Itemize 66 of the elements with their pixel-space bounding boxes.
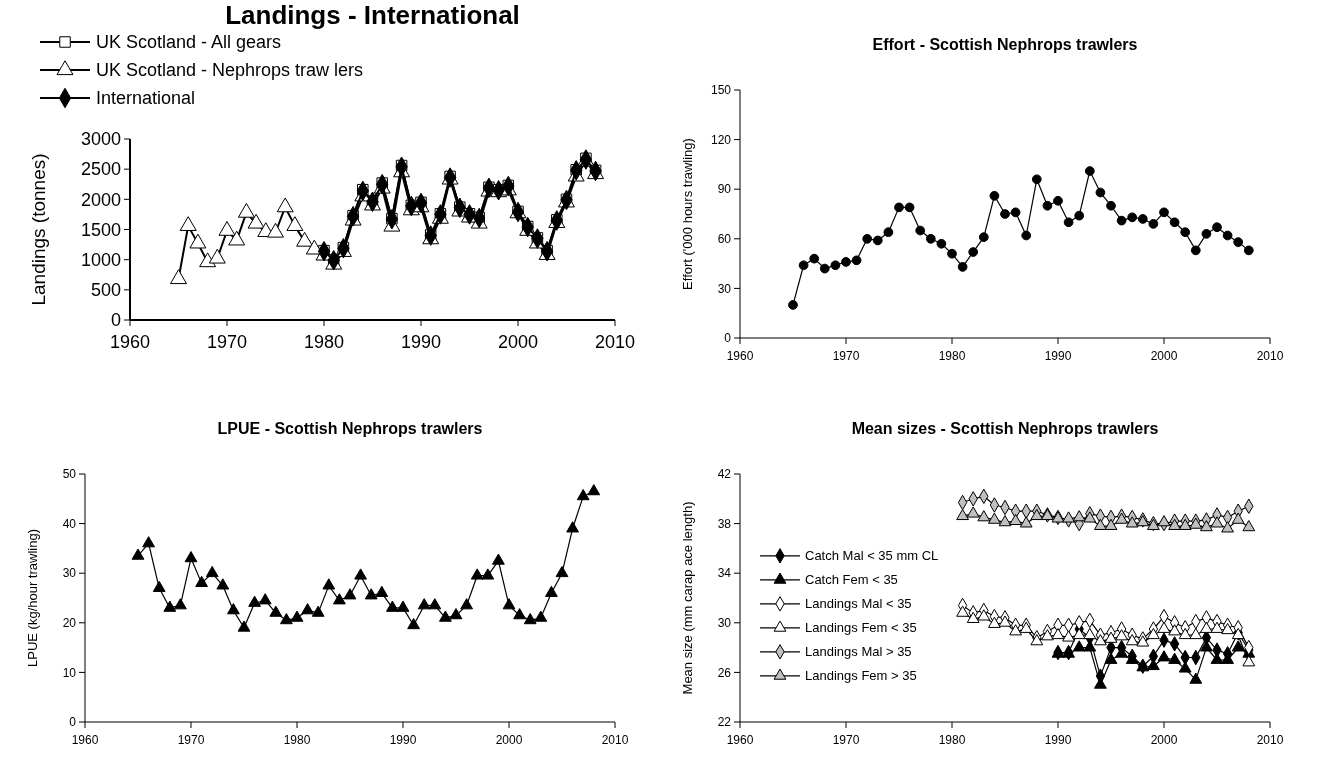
- legend-label: UK Scotland - All gears: [96, 32, 282, 53]
- y-tick-label: 34: [717, 566, 732, 581]
- x-tick-label: 2000: [497, 332, 539, 352]
- x-tick-label: 2010: [601, 733, 629, 747]
- y-tick-label: 30: [717, 281, 732, 296]
- x-tick-label: 1980: [303, 332, 345, 352]
- y-tick-label: 0: [724, 331, 732, 346]
- y-tick-label: 60: [717, 232, 732, 246]
- x-tick-label: 2000: [495, 733, 523, 747]
- x-tick-label: 1990: [400, 332, 442, 352]
- x-tick-label: 1980: [283, 733, 311, 747]
- y-axis-title: Effort ('000 hours trawling): [680, 138, 695, 290]
- y-tick-label: 120: [710, 132, 732, 147]
- y-tick-label: 0: [69, 715, 77, 730]
- legend-label: Catch Mal < 35 mm CL: [805, 548, 939, 564]
- x-tick-label: 2010: [1256, 349, 1284, 363]
- legend-label: UK Scotland - Nephrops traw lers: [96, 60, 364, 81]
- y-tick-label: 26: [717, 665, 732, 680]
- x-tick-label: 2010: [594, 332, 636, 352]
- y-axis-title: LPUE (kg/hour trawling): [25, 529, 40, 667]
- legend-label: Landings Mal < 35: [805, 596, 912, 612]
- y-tick-label: 10: [62, 665, 77, 680]
- x-tick-label: 1970: [206, 332, 248, 352]
- y-tick-label: 20: [62, 616, 77, 630]
- chart-title: Effort - Scottish Nephrops trawlers: [872, 36, 1138, 53]
- y-tick-label: 40: [62, 516, 77, 531]
- y-tick-label: 1000: [80, 249, 121, 270]
- x-tick-label: 1960: [726, 733, 754, 747]
- y-tick-label: 38: [717, 516, 732, 531]
- x-tick-label: 1960: [109, 332, 151, 352]
- y-tick-label: 42: [717, 467, 732, 482]
- y-tick-label: 500: [90, 280, 121, 301]
- x-tick-label: 1970: [177, 733, 205, 747]
- y-tick-label: 2500: [80, 159, 121, 180]
- x-tick-label: 1990: [389, 733, 417, 747]
- chart-title: LPUE - Scottish Nephrops trawlers: [217, 420, 483, 437]
- y-axis-title: Mean size (mm carap ace length): [680, 501, 695, 695]
- y-tick-label: 2000: [80, 189, 121, 210]
- x-tick-label: 1980: [938, 733, 966, 747]
- y-tick-label: 3000: [80, 129, 121, 150]
- y-tick-label: 0: [110, 310, 121, 331]
- y-tick-label: 50: [62, 467, 77, 482]
- y-tick-label: 150: [710, 83, 732, 98]
- legend-label: Landings Mal > 35: [805, 644, 912, 660]
- legend-label: Landings Fem < 35: [805, 620, 917, 636]
- y-tick-label: 90: [717, 182, 732, 197]
- y-tick-label: 30: [62, 566, 77, 581]
- x-tick-label: 2000: [1150, 349, 1178, 363]
- legend-label: International: [96, 88, 196, 109]
- y-tick-label: 1500: [80, 219, 121, 240]
- y-tick-label: 30: [717, 616, 732, 630]
- x-tick-label: 2000: [1150, 733, 1178, 747]
- chart-title: Landings - International: [225, 0, 520, 30]
- x-tick-label: 1990: [1044, 733, 1072, 747]
- chart-title: Mean sizes - Scottish Nephrops trawlers: [851, 420, 1159, 437]
- legend-label: Catch Fem < 35: [805, 572, 898, 588]
- x-tick-label: 1990: [1044, 349, 1072, 363]
- x-tick-label: 2010: [1256, 733, 1284, 747]
- x-tick-label: 1970: [832, 733, 860, 747]
- x-tick-label: 1970: [832, 349, 860, 363]
- x-tick-label: 1960: [71, 733, 99, 747]
- x-tick-label: 1960: [726, 349, 754, 363]
- x-tick-label: 1980: [938, 349, 966, 363]
- legend-label: Landings Fem > 35: [805, 668, 917, 684]
- y-axis-title: Landings (tonnes): [28, 153, 49, 306]
- y-tick-label: 22: [717, 715, 732, 730]
